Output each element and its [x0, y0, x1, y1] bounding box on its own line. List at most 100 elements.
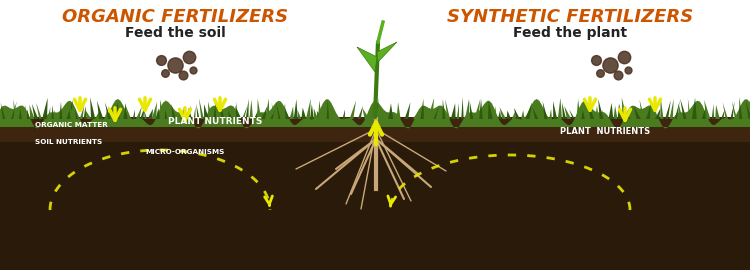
Polygon shape — [569, 109, 574, 119]
Polygon shape — [470, 101, 473, 119]
Polygon shape — [85, 109, 92, 119]
Polygon shape — [22, 105, 26, 119]
Polygon shape — [479, 98, 483, 119]
Polygon shape — [598, 99, 604, 119]
Polygon shape — [712, 104, 714, 119]
Polygon shape — [97, 101, 104, 119]
Polygon shape — [306, 99, 310, 119]
Polygon shape — [374, 97, 379, 119]
Polygon shape — [290, 106, 294, 119]
Polygon shape — [730, 101, 735, 119]
Polygon shape — [740, 97, 742, 119]
Polygon shape — [59, 102, 62, 119]
Text: SYNTHETIC FERTILIZERS: SYNTHETIC FERTILIZERS — [447, 8, 693, 26]
Polygon shape — [732, 101, 737, 119]
Polygon shape — [716, 105, 720, 119]
Polygon shape — [746, 100, 750, 119]
Polygon shape — [276, 102, 280, 119]
Polygon shape — [680, 99, 687, 119]
Point — [604, 63, 616, 67]
Polygon shape — [136, 107, 142, 119]
Polygon shape — [228, 111, 232, 119]
Polygon shape — [314, 108, 318, 119]
Point — [169, 63, 181, 67]
Polygon shape — [474, 100, 480, 119]
Polygon shape — [116, 102, 120, 119]
Polygon shape — [172, 104, 176, 119]
Polygon shape — [75, 108, 78, 119]
Polygon shape — [553, 101, 557, 119]
Polygon shape — [670, 99, 674, 119]
Polygon shape — [494, 106, 496, 119]
Polygon shape — [152, 102, 157, 119]
Polygon shape — [564, 106, 572, 119]
Polygon shape — [404, 102, 410, 119]
Polygon shape — [576, 99, 580, 119]
Polygon shape — [104, 106, 109, 119]
Polygon shape — [242, 106, 248, 119]
Polygon shape — [204, 104, 209, 119]
Polygon shape — [488, 100, 493, 119]
Polygon shape — [397, 102, 400, 119]
Polygon shape — [327, 98, 329, 119]
Polygon shape — [343, 109, 345, 119]
Point — [159, 71, 171, 75]
Polygon shape — [332, 111, 338, 119]
Polygon shape — [196, 104, 200, 119]
Polygon shape — [721, 109, 724, 119]
Polygon shape — [421, 99, 424, 119]
Point — [187, 68, 199, 72]
Polygon shape — [261, 106, 267, 119]
Polygon shape — [36, 103, 42, 119]
Polygon shape — [310, 104, 314, 119]
Polygon shape — [622, 97, 627, 119]
Polygon shape — [640, 100, 645, 119]
Polygon shape — [29, 104, 34, 119]
Polygon shape — [532, 107, 538, 119]
Polygon shape — [0, 106, 2, 119]
Polygon shape — [630, 110, 636, 119]
Polygon shape — [743, 100, 750, 119]
Polygon shape — [112, 107, 116, 119]
Polygon shape — [47, 107, 50, 119]
Polygon shape — [80, 106, 84, 119]
Polygon shape — [442, 99, 446, 119]
Polygon shape — [27, 109, 30, 119]
Polygon shape — [32, 104, 38, 119]
Point — [622, 68, 634, 72]
Polygon shape — [692, 98, 697, 119]
Polygon shape — [199, 98, 204, 119]
Point — [612, 73, 624, 77]
Polygon shape — [358, 106, 363, 119]
Polygon shape — [42, 98, 48, 119]
Polygon shape — [634, 107, 641, 119]
Polygon shape — [461, 97, 464, 119]
Polygon shape — [272, 103, 277, 119]
Point — [155, 58, 167, 62]
Polygon shape — [650, 101, 655, 119]
Polygon shape — [723, 102, 728, 119]
Polygon shape — [19, 109, 22, 119]
Polygon shape — [704, 100, 710, 119]
Polygon shape — [678, 104, 682, 119]
Polygon shape — [498, 110, 501, 119]
Polygon shape — [506, 110, 511, 119]
Polygon shape — [625, 110, 631, 119]
Polygon shape — [446, 99, 450, 119]
Polygon shape — [588, 102, 594, 119]
Polygon shape — [427, 98, 434, 119]
Text: SOIL NUTRIENTS: SOIL NUTRIENTS — [35, 139, 102, 145]
Polygon shape — [13, 99, 17, 119]
Polygon shape — [84, 106, 86, 119]
Polygon shape — [512, 109, 516, 119]
Polygon shape — [538, 111, 544, 119]
Polygon shape — [302, 107, 306, 119]
Polygon shape — [220, 99, 224, 119]
Polygon shape — [177, 109, 183, 119]
Point — [177, 73, 189, 77]
Polygon shape — [413, 110, 419, 119]
Polygon shape — [165, 109, 167, 119]
Polygon shape — [148, 109, 153, 119]
Polygon shape — [188, 107, 192, 119]
Polygon shape — [95, 111, 100, 119]
